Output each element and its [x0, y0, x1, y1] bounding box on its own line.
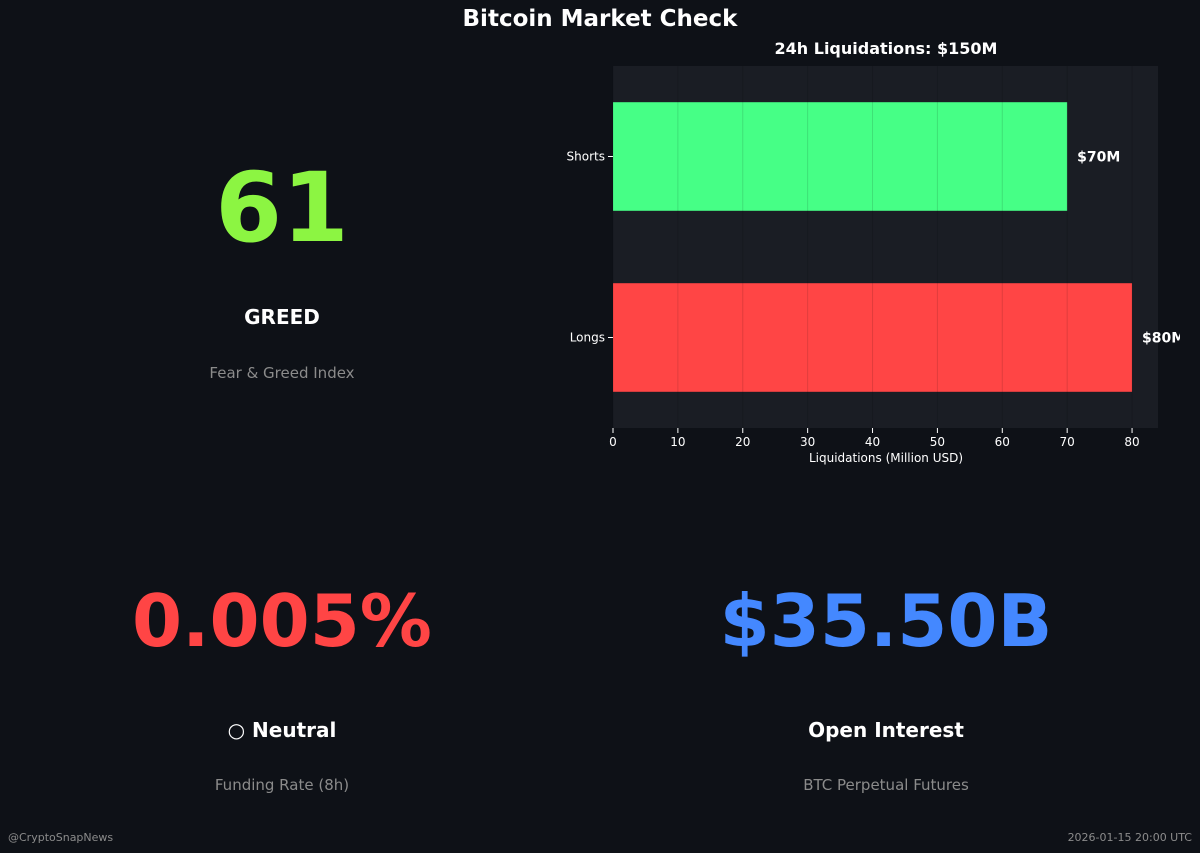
open-interest-label: Open Interest	[808, 718, 964, 742]
page-title: Bitcoin Market Check	[462, 6, 738, 32]
chart-title: 24h Liquidations: $150M	[775, 39, 998, 58]
funding-rate-value: 0.005%	[132, 579, 432, 663]
funding-rate-caption: Funding Rate (8h)	[214, 776, 350, 794]
funding-rate-label: ○ Neutral	[227, 718, 337, 742]
x-tick-label: 0	[609, 435, 617, 449]
x-tick-label: 30	[800, 435, 815, 449]
data-label: $80M	[1142, 331, 1180, 347]
fear-greed-panel: 61	[0, 160, 564, 256]
x-tick-label: 60	[995, 435, 1010, 449]
bar-longs	[613, 283, 1133, 392]
liquidations-chart: 24h Liquidations: $150M Shorts $70M Longs $…	[567, 39, 1180, 465]
footer-handle: @CryptoSnapNews	[8, 831, 114, 844]
x-tick-label: 80	[1124, 435, 1139, 449]
footer-timestamp: 2026-01-15 20:00 UTC	[1067, 831, 1192, 844]
x-tick-label: 50	[930, 435, 945, 449]
x-axis-label: Liquidations (Million USD)	[809, 451, 963, 465]
data-label: $70M	[1077, 150, 1120, 166]
x-tick-label: 20	[735, 435, 750, 449]
x-tick-label: 40	[865, 435, 880, 449]
fear-greed-caption: Fear & Greed Index	[209, 364, 355, 382]
open-interest-value: $35.50B	[719, 579, 1053, 663]
open-interest-caption: BTC Perpetual Futures	[803, 776, 969, 794]
fear-greed-label: GREED	[244, 305, 320, 329]
y-tick-label: Longs	[570, 331, 605, 345]
fear-greed-value: 61	[215, 152, 349, 264]
x-tick-label: 70	[1060, 435, 1075, 449]
bar-shorts	[613, 102, 1068, 211]
x-tick-label: 10	[670, 435, 685, 449]
y-tick-label: Shorts	[567, 150, 605, 164]
